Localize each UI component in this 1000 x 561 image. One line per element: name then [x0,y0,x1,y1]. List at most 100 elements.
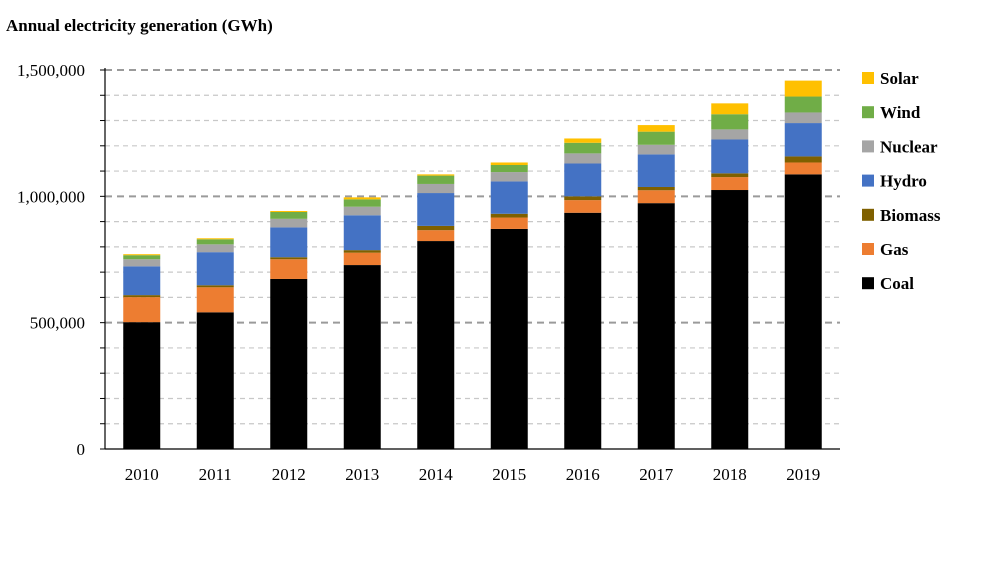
chart-title: Annual electricity generation (GWh) [6,16,273,35]
bar-coal-2019 [784,174,822,450]
bar-coal-2011 [196,312,234,449]
x-tick-label: 2012 [272,465,306,484]
bar-gas-2010 [123,297,161,323]
bar-biomass-2019 [784,156,822,163]
bar-biomass-2013 [343,250,381,253]
bar-gas-2015 [490,217,528,229]
bar-biomass-2018 [711,173,749,178]
bar-biomass-2012 [270,257,308,260]
bar-hydro-2019 [784,123,822,157]
bar-hydro-2011 [196,252,234,286]
bar-gas-2017 [637,190,675,204]
bar-coal-2016 [564,212,602,449]
bar-hydro-2013 [343,215,381,251]
bar-nuclear-2011 [196,244,234,253]
bar-biomass-2017 [637,186,675,191]
bars [123,80,822,450]
legend-swatch-hydro [862,174,874,187]
bar-wind-2014 [417,175,455,184]
bar-solar-2013 [343,197,381,200]
bar-nuclear-2014 [417,183,455,194]
x-tick-label: 2017 [639,465,674,484]
axes: 0 500,000 1,000,000 1,500,000 2010 2011 2012 20… [17,61,840,484]
y-tick-label: 500,000 [30,314,85,333]
bar-solar-2014 [417,174,455,176]
x-tick-label: 2018 [713,465,747,484]
bar-hydro-2016 [564,163,602,197]
x-tick-label: 2010 [125,465,159,484]
x-tick-label: 2014 [419,465,454,484]
bar-gas-2016 [564,200,602,213]
y-tick-label: 1,500,000 [17,61,85,80]
bar-wind-2010 [123,255,161,260]
bar-coal-2017 [637,203,675,449]
legend: Solar Wind Nuclear Hydro Biomass Gas Coal [862,69,941,293]
bar-biomass-2015 [490,213,528,218]
legend-label-nuclear: Nuclear [880,137,938,156]
bar-biomass-2016 [564,196,602,201]
bar-coal-2013 [343,265,381,449]
bar-gas-2012 [270,259,308,279]
bar-solar-2012 [270,210,308,212]
bar-solar-2015 [490,162,528,166]
legend-label-gas: Gas [880,240,909,259]
bar-nuclear-2018 [711,129,749,140]
x-tick-label: 2011 [199,465,232,484]
bar-nuclear-2016 [564,153,602,164]
legend-swatch-solar [862,72,874,84]
bar-hydro-2018 [711,139,749,174]
bar-nuclear-2010 [123,259,161,267]
legend-swatch-wind [862,106,874,119]
bar-hydro-2017 [637,154,675,187]
bar-coal-2015 [490,228,528,449]
x-tick-label: 2015 [492,465,526,484]
bar-wind-2015 [490,165,528,173]
bar-nuclear-2013 [343,206,381,216]
x-tick-label: 2013 [345,465,379,484]
bar-coal-2014 [417,241,455,449]
bar-solar-2019 [784,80,822,97]
bar-wind-2019 [784,96,822,113]
bar-wind-2018 [711,114,749,130]
bar-hydro-2012 [270,227,308,258]
bar-nuclear-2017 [637,144,675,155]
bar-hydro-2010 [123,266,161,296]
legend-label-biomass: Biomass [880,206,941,225]
legend-swatch-gas [862,243,874,255]
bar-coal-2018 [711,190,749,449]
bar-hydro-2015 [490,181,528,214]
bar-biomass-2011 [196,285,234,288]
bar-biomass-2010 [123,295,161,298]
legend-swatch-biomass [862,208,874,221]
bar-nuclear-2012 [270,218,308,228]
bar-wind-2011 [196,239,234,245]
bar-gas-2019 [784,162,822,175]
legend-label-coal: Coal [880,274,914,293]
bar-gas-2014 [417,230,455,242]
bar-gas-2013 [343,252,381,266]
bar-gas-2018 [711,177,749,191]
bar-solar-2017 [637,125,675,132]
bar-biomass-2014 [417,225,455,231]
bar-wind-2013 [343,199,381,207]
y-tick-label: 1,000,000 [17,187,85,206]
bar-wind-2012 [270,211,308,219]
x-tick-label: 2019 [786,465,820,484]
legend-swatch-nuclear [862,140,874,153]
y-tick-label: 0 [77,440,86,459]
bar-solar-2011 [196,238,234,240]
bar-solar-2018 [711,103,749,115]
bar-coal-2010 [123,322,161,449]
legend-label-solar: Solar [880,69,919,88]
legend-label-hydro: Hydro [880,172,927,191]
bar-nuclear-2019 [784,112,822,124]
bar-nuclear-2015 [490,172,528,182]
legend-swatch-coal [862,277,874,290]
bar-coal-2012 [270,278,308,449]
bar-wind-2017 [637,131,675,145]
x-tick-label: 2016 [566,465,600,484]
bar-wind-2016 [564,142,602,154]
bar-solar-2016 [564,138,602,143]
bar-hydro-2014 [417,193,455,226]
